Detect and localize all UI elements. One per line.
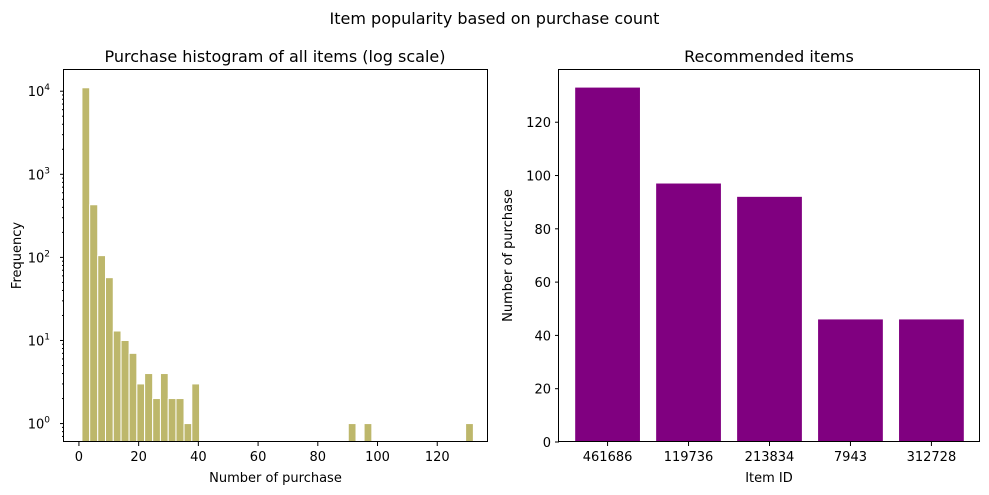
recommended-x-tick-label: 312728	[907, 450, 957, 465]
histogram-bar	[105, 277, 114, 443]
histogram-bar	[152, 398, 161, 443]
histogram-y-tick-label: 101	[28, 332, 50, 349]
histogram-panel: Purchase histogram of all items (log sca…	[10, 47, 488, 486]
figure-suptitle: Item popularity based on purchase count	[330, 9, 660, 28]
histogram-title: Purchase histogram of all items (log sca…	[105, 47, 446, 66]
histogram-x-tick-label: 0	[75, 450, 83, 465]
histogram-x-axis-label: Number of purchase	[209, 471, 342, 486]
histogram-bar	[183, 423, 193, 443]
recommended-x-ticks: 461686 119736 213834 7943 312728	[583, 442, 956, 465]
recommended-y-tick-label: 40	[534, 329, 551, 344]
histogram-y-tick-label: 104	[28, 83, 51, 100]
histogram-axes-frame	[63, 69, 488, 442]
histogram-bar	[347, 423, 357, 443]
recommended-panel: Recommended items 461686 119736 213834 7943…	[501, 47, 980, 486]
recommended-y-tick-label: 20	[534, 383, 551, 398]
recommended-x-tick-label: 7943	[834, 450, 867, 465]
recommended-x-tick-label: 213834	[745, 450, 795, 465]
recommended-y-tick-label: 80	[534, 223, 551, 238]
recommended-x-tick-label: 461686	[583, 450, 633, 465]
histogram-bar	[191, 383, 201, 443]
histogram-bar	[81, 87, 91, 443]
histogram-bar	[97, 255, 106, 443]
histogram-y-tick-label: 102	[28, 249, 50, 266]
histogram-bar	[120, 339, 130, 443]
recommended-bar	[818, 319, 883, 442]
recommended-y-ticks: 0 20 40 60 80 100 120	[526, 116, 559, 451]
histogram-x-tick-label: 20	[130, 450, 147, 465]
recommended-y-axis-label: Number of purchase	[501, 189, 516, 322]
histogram-bar	[167, 398, 177, 443]
histogram-bar	[128, 352, 138, 443]
histogram-y-ticks: 100 101 102 103 104	[28, 83, 64, 437]
recommended-title: Recommended items	[684, 47, 854, 66]
recommended-bar	[656, 183, 721, 442]
histogram-x-ticks: 0 20 40 60 80 100 120	[75, 442, 450, 465]
histogram-bar	[89, 204, 99, 443]
histogram-y-tick-label: 103	[28, 166, 50, 183]
recommended-y-tick-label: 0	[543, 436, 551, 451]
histogram-x-tick-label: 40	[190, 450, 207, 465]
histogram-x-tick-label: 120	[425, 450, 450, 465]
recommended-bars	[575, 87, 964, 442]
recommended-bar	[575, 87, 640, 442]
recommended-axes-frame	[558, 69, 980, 442]
recommended-y-tick-label: 60	[534, 276, 551, 291]
recommended-bar	[737, 196, 802, 442]
histogram-bar	[112, 330, 122, 443]
recommended-y-tick-label: 100	[526, 170, 551, 185]
histogram-bar	[175, 398, 185, 443]
recommended-y-tick-label: 120	[526, 116, 551, 131]
histogram-bar	[465, 423, 474, 443]
recommended-x-tick-label: 119736	[664, 450, 714, 465]
histogram-y-tick-label: 100	[28, 416, 51, 433]
histogram-x-tick-label: 80	[310, 450, 327, 465]
histogram-y-axis-label: Frequency	[10, 222, 25, 289]
recommended-bar	[899, 319, 964, 442]
histogram-bar	[159, 373, 169, 443]
recommended-x-axis-label: Item ID	[745, 471, 793, 486]
histogram-x-tick-label: 100	[365, 450, 390, 465]
histogram-bar	[136, 383, 146, 443]
histogram-x-tick-label: 60	[250, 450, 267, 465]
histogram-bar	[363, 423, 373, 443]
histogram-bar	[144, 373, 154, 443]
